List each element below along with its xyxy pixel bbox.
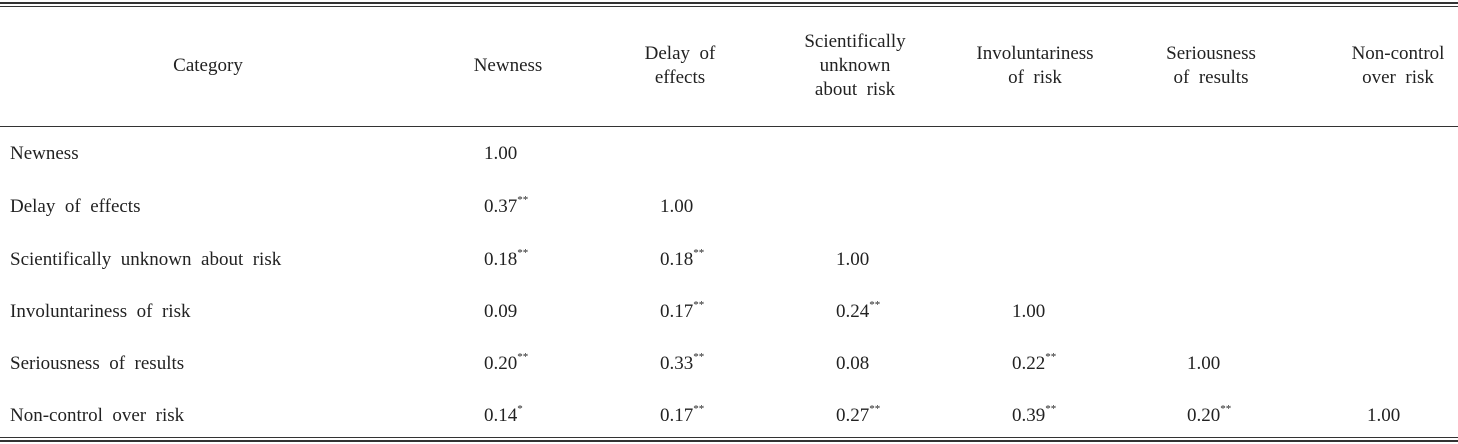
header-line: unknown	[819, 55, 891, 76]
row-label: Scientifically unknown about risk	[10, 249, 282, 270]
header-line: Category	[173, 55, 243, 76]
significance: **	[693, 402, 705, 415]
column-header: Scientifically unknown about risk	[804, 30, 905, 102]
cell: 0.20**	[484, 350, 529, 376]
cell: 0.20**	[1187, 402, 1232, 428]
cell: 0.24**	[836, 298, 881, 324]
row-label: Newness	[10, 143, 79, 164]
header-line: Newness	[473, 55, 543, 76]
cell-value: 0.37	[484, 196, 518, 217]
cell-value: 0.27	[836, 405, 870, 426]
significance: **	[517, 193, 529, 206]
row-label: Delay of effects	[10, 196, 141, 217]
header-line: Non-control	[1351, 43, 1445, 64]
significance: **	[1045, 402, 1057, 415]
header-line: of results	[1173, 67, 1249, 88]
cell-value: 1.00	[484, 143, 518, 164]
column-header: Seriousness of results	[1166, 42, 1256, 90]
top-rule	[0, 6, 1458, 7]
header-line: Scientifically	[804, 31, 906, 52]
column-header: Delay of effects	[645, 42, 716, 90]
header-line: Seriousness	[1166, 43, 1256, 64]
header-line: of risk	[1008, 67, 1062, 88]
header-line: effects	[654, 67, 706, 88]
header-line: Delay of	[644, 43, 716, 64]
cell: 1.00	[484, 142, 517, 166]
cell: 0.18**	[484, 246, 529, 272]
cell: 0.08	[836, 352, 869, 376]
cell: 0.37**	[484, 193, 529, 219]
cell-value: 1.00	[1367, 405, 1401, 426]
header-line: over risk	[1362, 67, 1434, 88]
cell: 1.00	[660, 195, 693, 219]
significance: **	[869, 298, 881, 311]
cell-value: 1.00	[660, 196, 694, 217]
cell-value: 0.17	[660, 301, 694, 322]
significance: **	[693, 350, 705, 363]
cell: 1.00	[1187, 352, 1220, 376]
cell-value: 0.22	[1012, 353, 1046, 374]
cell: 0.33**	[660, 350, 705, 376]
cell-value: 0.08	[836, 353, 870, 374]
significance: **	[869, 402, 881, 415]
cell-value: 1.00	[1012, 301, 1046, 322]
significance: **	[693, 246, 705, 259]
cell-value: 1.00	[1187, 353, 1221, 374]
significance: **	[1220, 402, 1232, 415]
cell-value: 0.09	[484, 301, 518, 322]
cell-value: 0.39	[1012, 405, 1046, 426]
cell-value: 0.33	[660, 353, 694, 374]
cell: 0.14*	[484, 402, 523, 428]
significance: *	[517, 402, 523, 415]
cell: 1.00	[836, 248, 869, 272]
significance: **	[1045, 350, 1057, 363]
cell: 0.39**	[1012, 402, 1057, 428]
header-line: about risk	[814, 79, 896, 100]
cell-value: 1.00	[836, 249, 870, 270]
column-header: Newness	[474, 54, 543, 78]
cell-value: 0.17	[660, 405, 694, 426]
bottom-rule	[0, 440, 1458, 442]
column-header: Involuntariness of risk	[976, 42, 1093, 90]
cell: 1.00	[1012, 300, 1045, 324]
row-label: Non-control over risk	[10, 405, 185, 426]
bottom-rule	[0, 437, 1458, 438]
cell-value: 0.18	[660, 249, 694, 270]
cell-value: 0.18	[484, 249, 518, 270]
cell-value: 0.20	[484, 353, 518, 374]
significance: **	[517, 350, 529, 363]
row-label: Seriousness of results	[10, 353, 185, 374]
cell: 1.00	[1367, 404, 1400, 428]
cell: 0.17**	[660, 402, 705, 428]
cell-value: 0.14	[484, 405, 518, 426]
cell: 0.09	[484, 300, 517, 324]
header-line: Involuntariness	[976, 43, 1094, 64]
cell-value: 0.24	[836, 301, 870, 322]
cell-value: 0.20	[1187, 405, 1221, 426]
column-header: Non-control over risk	[1352, 42, 1445, 90]
cell: 0.27**	[836, 402, 881, 428]
cell: 0.22**	[1012, 350, 1057, 376]
significance: **	[517, 246, 529, 259]
cell: 0.17**	[660, 298, 705, 324]
row-label: Involuntariness of risk	[10, 301, 191, 322]
column-header: Category	[173, 54, 243, 78]
top-rule	[0, 2, 1458, 4]
header-rule	[0, 126, 1458, 127]
cell: 0.18**	[660, 246, 705, 272]
significance: **	[693, 298, 705, 311]
